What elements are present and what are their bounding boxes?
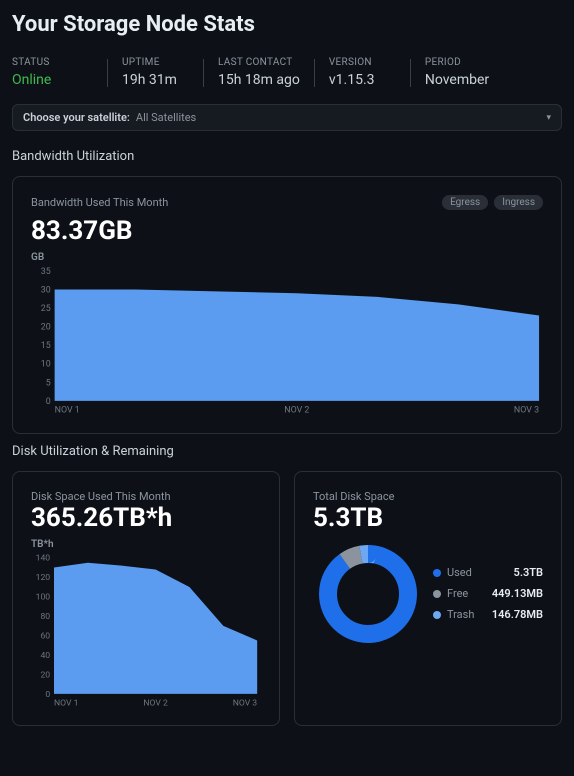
disk-total-subtitle: Total Disk Space [313,490,543,503]
disk-used-chart: 0 20 40 60 80 100 120 140 NOV 1 NOV 2 NOV 3 [31,554,261,707]
bandwidth-section-title: Bandwidth Utilization [12,149,562,164]
last-contact-value: 15h 18m ago [218,72,300,88]
legend-value: 449.13MB [492,587,543,600]
svg-text:NOV 1: NOV 1 [54,698,78,707]
disk-total-card: Total Disk Space 5.3TB Used 5.3TB Free 449.… [294,471,562,726]
svg-text:100: 100 [36,592,51,602]
version-label: VERSION [329,57,396,68]
disk-total-value: 5.3TB [313,503,543,533]
svg-text:35: 35 [41,267,51,277]
uptime-value: 19h 31m [122,72,189,88]
bandwidth-card: Bandwidth Used This Month Egress Ingress… [12,176,562,434]
legend-label: Trash [447,608,474,621]
legend-row: Used 5.3TB [433,562,543,583]
legend-label: Used [447,566,472,579]
legend-row: Trash 146.78MB [433,604,543,625]
pill-egress[interactable]: Egress [442,195,488,210]
disk-donut-legend: Used 5.3TB Free 449.13MB Trash 146.78MB [433,562,543,625]
disk-used-card: Disk Space Used This Month 365.26TB*h TB… [12,471,280,726]
legend-dot [433,611,441,619]
svg-text:40: 40 [40,651,50,661]
disk-section-title: Disk Utilization & Remaining [12,444,562,459]
svg-text:NOV 1: NOV 1 [55,406,80,415]
disk-used-total: 365.26TB*h [31,503,261,533]
uptime-label: UPTIME [122,57,189,68]
legend-dot [433,590,441,598]
svg-text:0: 0 [45,689,50,699]
bandwidth-unit: GB [31,252,543,263]
svg-text:30: 30 [41,285,51,295]
satellite-select[interactable]: Choose your satellite: All Satellites ▾ [12,104,562,131]
legend-row: Free 449.13MB [433,583,543,604]
svg-text:25: 25 [41,304,51,314]
stat-version: VERSION v1.15.3 [315,57,410,88]
svg-text:15: 15 [41,341,51,351]
svg-text:20: 20 [40,670,50,680]
status-label: STATUS [12,57,93,68]
svg-text:20: 20 [41,323,51,333]
svg-text:140: 140 [36,554,51,564]
chevron-down-icon: ▾ [546,113,551,123]
svg-text:10: 10 [41,360,51,370]
stat-period: PERIOD November [411,57,506,88]
legend-value: 146.78MB [492,608,543,621]
svg-text:NOV 3: NOV 3 [514,406,539,415]
stat-status: STATUS Online [12,57,107,88]
svg-text:60: 60 [40,631,50,641]
bandwidth-card-subtitle: Bandwidth Used This Month [31,196,168,209]
pill-ingress[interactable]: Ingress [494,195,543,210]
svg-text:5: 5 [46,378,51,388]
legend-label: Free [447,587,468,600]
svg-text:NOV 2: NOV 2 [284,406,309,415]
satellite-label: Choose your satellite: [23,111,130,124]
legend-value: 5.3TB [514,566,543,579]
bandwidth-total: 83.37GB [31,216,543,246]
svg-text:120: 120 [36,573,51,583]
disk-donut-chart [313,539,423,649]
last-contact-label: LAST CONTACT [218,57,300,68]
version-value: v1.15.3 [329,72,396,88]
stats-row: STATUS Online UPTIME 19h 31m LAST CONTAC… [12,57,562,88]
satellite-value: All Satellites [136,111,196,124]
disk-used-unit: TB*h [31,539,261,550]
svg-text:0: 0 [46,397,51,407]
period-value: November [425,72,492,88]
bandwidth-chart: 0 5 10 15 20 25 30 35 NOV 1 NOV 2 NOV 3 [31,267,543,415]
period-label: PERIOD [425,57,492,68]
svg-text:NOV 2: NOV 2 [143,698,168,707]
disk-used-subtitle: Disk Space Used This Month [31,490,261,503]
svg-text:80: 80 [40,612,50,622]
stat-uptime: UPTIME 19h 31m [108,57,203,88]
stat-last-contact: LAST CONTACT 15h 18m ago [204,57,314,88]
svg-text:NOV 3: NOV 3 [233,698,258,707]
page-title: Your Storage Node Stats [12,12,562,37]
status-value: Online [12,72,93,88]
legend-dot [433,569,441,577]
